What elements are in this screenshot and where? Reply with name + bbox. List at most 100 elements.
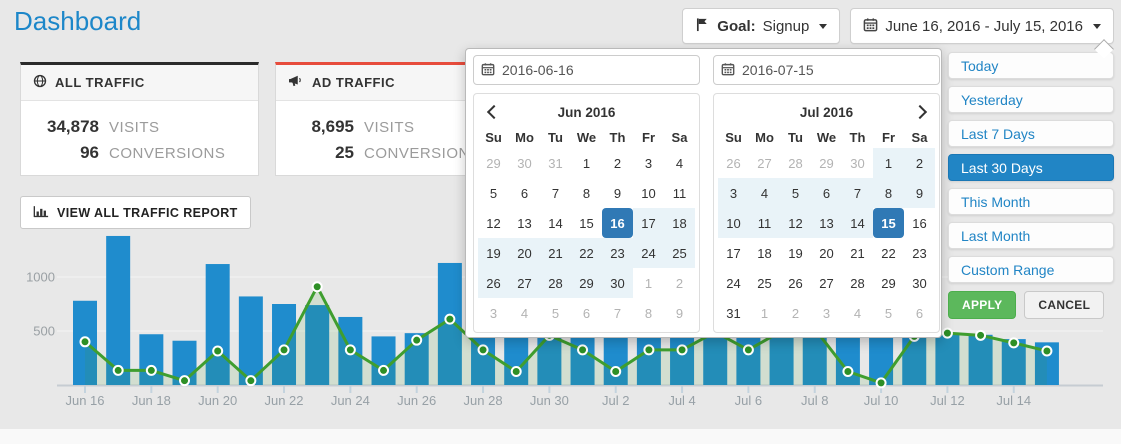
day-cell[interactable]: 3 bbox=[489, 305, 498, 321]
day-cell[interactable]: 17 bbox=[726, 245, 741, 261]
day-cell[interactable]: 8 bbox=[873, 178, 904, 208]
day-cell[interactable]: 28 bbox=[540, 268, 571, 298]
day-cell[interactable]: 25 bbox=[757, 275, 772, 291]
cancel-button[interactable]: CANCEL bbox=[1024, 291, 1105, 319]
day-cell[interactable]: 18 bbox=[664, 208, 695, 238]
day-cell[interactable]: 27 bbox=[757, 155, 772, 171]
day-cell[interactable]: 19 bbox=[478, 238, 509, 268]
day-cell[interactable]: 8 bbox=[644, 305, 653, 321]
day-cell[interactable]: 1 bbox=[760, 305, 769, 321]
day-cell[interactable]: 14 bbox=[548, 215, 563, 231]
day-cell[interactable]: 11 bbox=[749, 208, 780, 238]
day-cell[interactable]: 19 bbox=[788, 245, 803, 261]
day-cell[interactable]: 2 bbox=[675, 275, 684, 291]
day-cell[interactable]: 7 bbox=[551, 185, 560, 201]
day-cell[interactable]: 6 bbox=[520, 185, 529, 201]
day-cell[interactable]: 4 bbox=[675, 155, 684, 171]
day-cell[interactable]: 24 bbox=[633, 238, 664, 268]
day-cell[interactable]: 4 bbox=[749, 178, 780, 208]
day-cell[interactable]: 29 bbox=[571, 268, 602, 298]
day-cell[interactable]: 31 bbox=[548, 155, 563, 171]
day-cell[interactable]: 23 bbox=[602, 238, 633, 268]
range-option[interactable]: Yesterday bbox=[948, 86, 1114, 113]
start-date-input[interactable] bbox=[473, 55, 700, 85]
day-cell[interactable]: 11 bbox=[672, 185, 687, 201]
day-cell[interactable]: 29 bbox=[486, 155, 501, 171]
day-cell[interactable]: 30 bbox=[602, 268, 633, 298]
day-cell[interactable]: 1 bbox=[873, 148, 904, 178]
next-month-button[interactable] bbox=[904, 98, 935, 126]
goal-dropdown-button[interactable]: Goal: Signup bbox=[682, 8, 841, 44]
day-cell[interactable]: 13 bbox=[517, 215, 532, 231]
view-all-traffic-report-button[interactable]: VIEW ALL TRAFFIC REPORT bbox=[20, 196, 251, 229]
day-cell[interactable]: 2 bbox=[904, 148, 935, 178]
day-cell[interactable]: 9 bbox=[675, 305, 684, 321]
day-cell[interactable]: 7 bbox=[613, 305, 622, 321]
day-cell[interactable]: 5 bbox=[489, 185, 498, 201]
day-cell[interactable]: 8 bbox=[582, 185, 591, 201]
day-cell[interactable]: 28 bbox=[850, 275, 865, 291]
day-cell[interactable]: 2 bbox=[791, 305, 800, 321]
day-cell[interactable]: 26 bbox=[726, 155, 741, 171]
day-cell[interactable]: 21 bbox=[850, 245, 865, 261]
day-cell[interactable]: 5 bbox=[551, 305, 560, 321]
day-cell[interactable]: 9 bbox=[613, 185, 622, 201]
day-cell[interactable]: 23 bbox=[912, 245, 927, 261]
day-cell[interactable]: 28 bbox=[788, 155, 803, 171]
day-cell[interactable]: 30 bbox=[850, 155, 865, 171]
day-cell[interactable]: 22 bbox=[881, 245, 896, 261]
day-cell[interactable]: 18 bbox=[757, 245, 772, 261]
day-cell[interactable]: 13 bbox=[811, 208, 842, 238]
day-cell[interactable]: 26 bbox=[478, 268, 509, 298]
day-cell[interactable]: 17 bbox=[633, 208, 664, 238]
day-cell[interactable]: 7 bbox=[842, 178, 873, 208]
day-cell[interactable]: 15 bbox=[873, 208, 904, 238]
day-cell[interactable]: 15 bbox=[579, 215, 594, 231]
range-option[interactable]: Last Month bbox=[948, 222, 1114, 249]
day-cell[interactable]: 16 bbox=[602, 208, 633, 238]
day-cell[interactable]: 27 bbox=[509, 268, 540, 298]
date-range-button[interactable]: June 16, 2016 - July 15, 2016 bbox=[850, 8, 1114, 44]
day-cell[interactable]: 4 bbox=[853, 305, 862, 321]
end-date-input[interactable] bbox=[713, 55, 940, 85]
range-option[interactable]: Today bbox=[948, 52, 1114, 79]
day-cell[interactable]: 6 bbox=[811, 178, 842, 208]
day-cell[interactable]: 10 bbox=[718, 208, 749, 238]
day-cell[interactable]: 27 bbox=[819, 275, 834, 291]
day-cell[interactable]: 14 bbox=[842, 208, 873, 238]
day-cell[interactable]: 3 bbox=[718, 178, 749, 208]
day-cell[interactable]: 6 bbox=[915, 305, 924, 321]
day-cell[interactable]: 3 bbox=[822, 305, 831, 321]
day-cell[interactable]: 24 bbox=[726, 275, 741, 291]
day-cell[interactable]: 3 bbox=[644, 155, 653, 171]
day-cell[interactable]: 30 bbox=[517, 155, 532, 171]
range-option[interactable]: Last 30 Days bbox=[948, 154, 1114, 181]
day-cell[interactable]: 22 bbox=[571, 238, 602, 268]
day-cell[interactable]: 10 bbox=[641, 185, 656, 201]
day-cell[interactable]: 4 bbox=[520, 305, 529, 321]
day-cell[interactable]: 26 bbox=[788, 275, 803, 291]
day-cell[interactable]: 25 bbox=[664, 238, 695, 268]
day-cell[interactable]: 2 bbox=[613, 155, 622, 171]
day-cell[interactable]: 1 bbox=[644, 275, 653, 291]
day-cell[interactable]: 29 bbox=[819, 155, 834, 171]
day-cell[interactable]: 6 bbox=[582, 305, 591, 321]
day-cell[interactable]: 30 bbox=[912, 275, 927, 291]
day-cell[interactable]: 31 bbox=[726, 305, 741, 321]
day-cell[interactable]: 21 bbox=[540, 238, 571, 268]
day-cell[interactable]: 9 bbox=[904, 178, 935, 208]
day-cell[interactable]: 20 bbox=[509, 238, 540, 268]
range-option[interactable]: Custom Range bbox=[948, 256, 1114, 283]
day-cell[interactable]: 5 bbox=[884, 305, 893, 321]
range-option[interactable]: This Month bbox=[948, 188, 1114, 215]
apply-button[interactable]: APPLY bbox=[948, 291, 1017, 319]
day-cell[interactable]: 1 bbox=[582, 155, 591, 171]
day-cell[interactable]: 20 bbox=[819, 245, 834, 261]
day-cell[interactable]: 16 bbox=[912, 215, 927, 231]
day-cell[interactable]: 29 bbox=[881, 275, 896, 291]
prev-month-button[interactable] bbox=[478, 98, 509, 126]
day-cell[interactable]: 5 bbox=[780, 178, 811, 208]
day-cell[interactable]: 12 bbox=[486, 215, 501, 231]
range-option[interactable]: Last 7 Days bbox=[948, 120, 1114, 147]
day-cell[interactable]: 12 bbox=[780, 208, 811, 238]
